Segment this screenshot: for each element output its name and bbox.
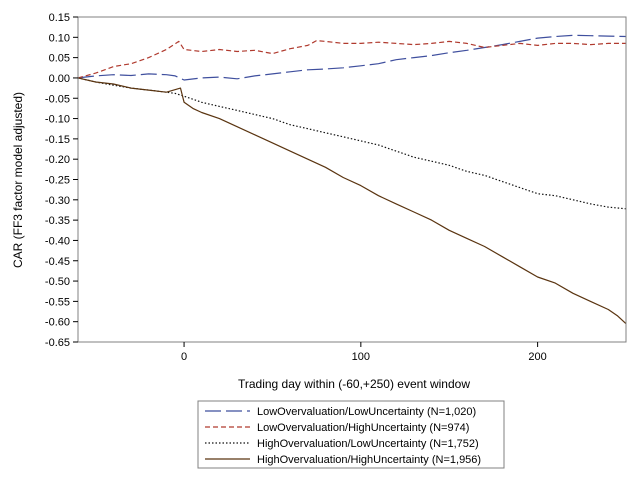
legend-frame	[197, 400, 505, 469]
legend: LowOvervaluation/LowUncertainty (N=1,020…	[197, 400, 505, 469]
y-tick-label: -0.05	[45, 93, 70, 105]
y-tick-label: -0.50	[45, 276, 70, 288]
y-tick-label: -0.15	[45, 134, 70, 146]
series-line-4	[77, 77, 627, 325]
y-tick-label: -0.60	[45, 317, 70, 329]
series-line-3	[77, 77, 627, 210]
x-axis-title: Trading day within (-60,+250) event wind…	[238, 377, 470, 391]
x-tick-label: 200	[528, 351, 546, 363]
plot-area	[77, 34, 627, 325]
axes: 0.15 0.10 0.05 0.00 -0.05 -0.10 -0.15 -0.20 -0.2…	[45, 12, 627, 363]
y-tick-label: 0.00	[49, 73, 70, 85]
y-tick-label: -0.65	[45, 337, 70, 349]
y-tick-label: -0.55	[45, 296, 70, 308]
y-tick-label: -0.20	[45, 154, 70, 166]
x-tick-label: 0	[181, 351, 187, 363]
y-tick-label: -0.10	[45, 114, 70, 126]
y-tick-label: 0.15	[49, 12, 70, 24]
y-tick-label: -0.30	[45, 195, 70, 207]
y-axis-title: CAR (FF3 factor model adjusted)	[11, 92, 25, 268]
series-line-1	[77, 34, 627, 81]
x-tick-label: 100	[352, 351, 370, 363]
legend-label-2: LowOvervaluation/HighUncertainty (N=974)	[257, 422, 469, 434]
legend-label-3: HighOvervaluation/LowUncertainty (N=1,75…	[257, 438, 479, 450]
y-tick-label: 0.05	[49, 53, 70, 65]
y-tick-label: -0.40	[45, 235, 70, 247]
y-tick-label: -0.25	[45, 175, 70, 187]
legend-label-4: HighOvervaluation/HighUncertainty (N=1,9…	[257, 454, 481, 466]
y-tick-label: 0.10	[49, 32, 70, 44]
y-tick-label: -0.35	[45, 215, 70, 227]
y-tick-label: -0.45	[45, 256, 70, 268]
plot-frame	[77, 16, 627, 343]
legend-label-1: LowOvervaluation/LowUncertainty (N=1,020…	[257, 406, 476, 418]
series-line-2	[77, 40, 626, 79]
